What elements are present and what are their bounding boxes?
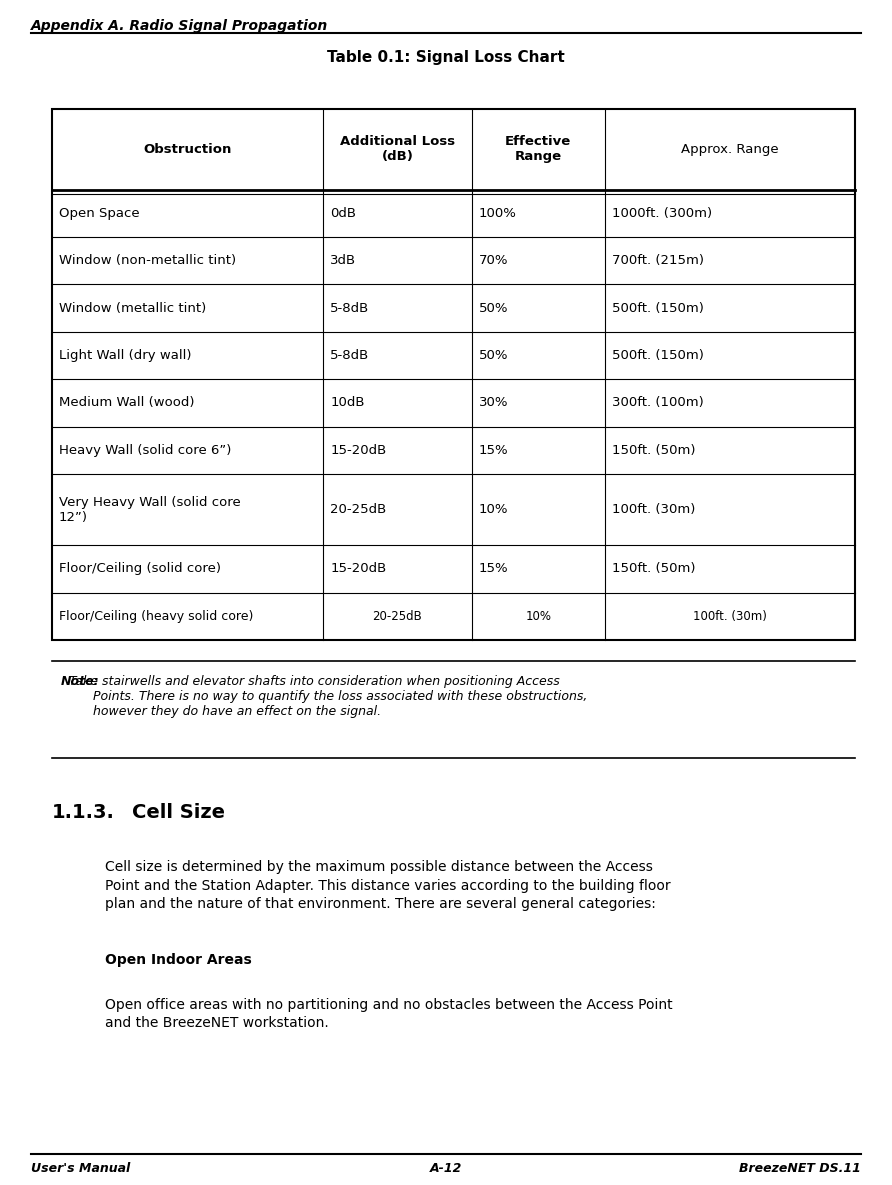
Text: Approx. Range: Approx. Range	[681, 143, 779, 155]
Text: 150ft. (50m): 150ft. (50m)	[612, 444, 696, 456]
Text: 100ft. (30m): 100ft. (30m)	[612, 504, 696, 515]
Text: BreezeNET DS.11: BreezeNET DS.11	[739, 1162, 861, 1176]
Text: Cell size is determined by the maximum possible distance between the Access
Poin: Cell size is determined by the maximum p…	[105, 860, 671, 911]
Text: Take stairwells and elevator shafts into consideration when positioning Access
 : Take stairwells and elevator shafts into…	[61, 675, 587, 718]
Text: Effective
Range: Effective Range	[505, 135, 572, 164]
Text: 100ft. (30m): 100ft. (30m)	[693, 610, 766, 622]
Text: Open office areas with no partitioning and no obstacles between the Access Point: Open office areas with no partitioning a…	[105, 998, 673, 1030]
Text: 500ft. (150m): 500ft. (150m)	[612, 350, 704, 361]
Text: A-12: A-12	[430, 1162, 462, 1176]
Text: Light Wall (dry wall): Light Wall (dry wall)	[59, 350, 192, 361]
Text: 700ft. (215m): 700ft. (215m)	[612, 255, 704, 267]
Bar	[52, 109, 855, 640]
Text: 0dB: 0dB	[330, 207, 356, 219]
Text: 300ft. (100m): 300ft. (100m)	[612, 397, 704, 409]
Text: Open Indoor Areas: Open Indoor Areas	[105, 953, 252, 967]
Text: 10%: 10%	[479, 504, 508, 515]
Text: 30%: 30%	[479, 397, 508, 409]
Text: 15-20dB: 15-20dB	[330, 563, 386, 575]
Text: 10%: 10%	[525, 610, 551, 622]
Text: 15%: 15%	[479, 563, 508, 575]
Text: Open Space: Open Space	[59, 207, 139, 219]
Text: 50%: 50%	[479, 302, 508, 314]
Text: 20-25dB: 20-25dB	[373, 610, 422, 622]
Text: User's Manual: User's Manual	[31, 1162, 130, 1176]
Text: Very Heavy Wall (solid core
12”): Very Heavy Wall (solid core 12”)	[59, 495, 241, 524]
Text: 1.1.3.: 1.1.3.	[52, 803, 114, 822]
Text: 150ft. (50m): 150ft. (50m)	[612, 563, 696, 575]
Text: 10dB: 10dB	[330, 397, 365, 409]
Text: 5-8dB: 5-8dB	[330, 302, 369, 314]
Text: 15-20dB: 15-20dB	[330, 444, 386, 456]
Text: 1000ft. (300m): 1000ft. (300m)	[612, 207, 712, 219]
Text: 15%: 15%	[479, 444, 508, 456]
Text: Appendix A. Radio Signal Propagation: Appendix A. Radio Signal Propagation	[31, 19, 328, 33]
Text: Note:: Note:	[61, 675, 99, 688]
Text: Heavy Wall (solid core 6”): Heavy Wall (solid core 6”)	[59, 444, 231, 456]
Text: 100%: 100%	[479, 207, 516, 219]
Text: Floor/Ceiling (solid core): Floor/Ceiling (solid core)	[59, 563, 221, 575]
Text: Additional Loss
(dB): Additional Loss (dB)	[340, 135, 455, 164]
Text: 70%: 70%	[479, 255, 508, 267]
Text: Window (non-metallic tint): Window (non-metallic tint)	[59, 255, 236, 267]
Text: 20-25dB: 20-25dB	[330, 504, 386, 515]
Text: 50%: 50%	[479, 350, 508, 361]
Text: 500ft. (150m): 500ft. (150m)	[612, 302, 704, 314]
Text: 5-8dB: 5-8dB	[330, 350, 369, 361]
Text: Table 0.1: Signal Loss Chart: Table 0.1: Signal Loss Chart	[327, 50, 565, 65]
Text: Medium Wall (wood): Medium Wall (wood)	[59, 397, 194, 409]
Text: 3dB: 3dB	[330, 255, 356, 267]
Text: Obstruction: Obstruction	[144, 143, 232, 155]
Text: Window (metallic tint): Window (metallic tint)	[59, 302, 206, 314]
Text: Cell Size: Cell Size	[132, 803, 225, 822]
Text: Floor/Ceiling (heavy solid core): Floor/Ceiling (heavy solid core)	[59, 610, 253, 622]
